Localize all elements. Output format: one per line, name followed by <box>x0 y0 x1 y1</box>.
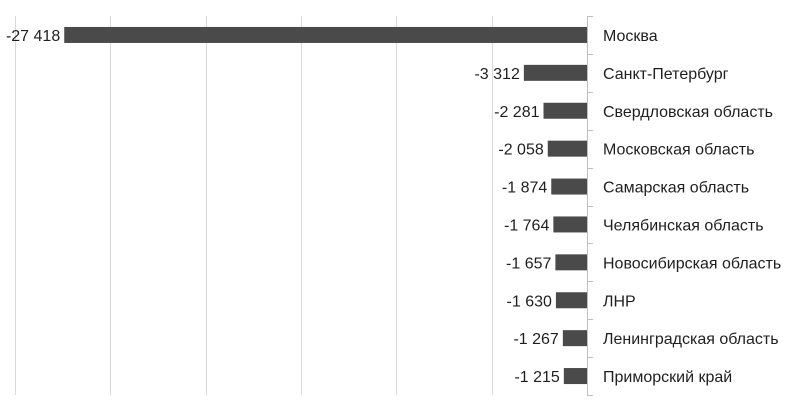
category-labels: Москва Санкт-Петербург Свердловская област… <box>603 28 781 386</box>
bar <box>543 102 587 119</box>
data-label: -1 874 <box>502 180 547 197</box>
bar <box>555 254 587 271</box>
category-tick-label: Москва <box>603 28 658 45</box>
category-tick-label: Свердловская область <box>603 104 773 121</box>
bar <box>64 26 588 43</box>
category-tick-label: Новосибирская область <box>603 255 781 272</box>
bar <box>523 64 587 81</box>
data-label: -2 058 <box>498 142 543 159</box>
bar <box>547 140 587 157</box>
category-tick-label: Приморский край <box>603 369 732 386</box>
category-tick-label: Ленинградская область <box>603 331 779 348</box>
bar <box>551 178 587 195</box>
data-label: -1 764 <box>504 217 549 234</box>
bar <box>562 330 587 347</box>
category-axis <box>587 16 593 396</box>
data-label: -1 215 <box>514 369 559 386</box>
data-label: -1 267 <box>513 331 558 348</box>
category-tick-label: Московская область <box>603 142 754 159</box>
bars <box>64 26 588 385</box>
category-tick-label: ЛНР <box>603 293 636 310</box>
data-label: -3 312 <box>474 66 519 83</box>
category-tick-label: Челябинская область <box>603 217 764 234</box>
data-label: -27 418 <box>6 28 60 45</box>
bar <box>555 292 587 309</box>
category-tick-label: Самарская область <box>603 180 749 197</box>
data-label: -2 281 <box>494 104 539 121</box>
value-labels: -27 418 -3 312 -2 281 -2 058 -1 874 -1 764 -1 … <box>6 28 560 386</box>
bar <box>553 216 587 233</box>
gridlines <box>15 16 493 395</box>
category-tick-label: Санкт-Петербург <box>603 66 729 83</box>
bar <box>563 368 587 385</box>
data-label: -1 657 <box>506 255 551 272</box>
data-label: -1 630 <box>507 293 552 310</box>
